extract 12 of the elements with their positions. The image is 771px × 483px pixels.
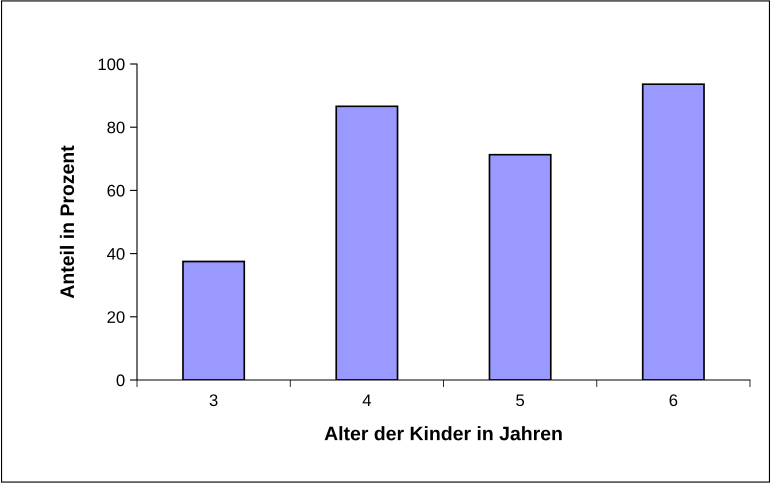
x-axis-title: Alter der Kinder in Jahren [324, 426, 562, 440]
x-tick-label: 4 [362, 394, 372, 406]
y-tick-label: 100 [98, 58, 125, 70]
y-tick-label: 80 [107, 122, 125, 134]
x-tick-label: 5 [516, 394, 524, 406]
y-tick-label: 40 [107, 248, 125, 260]
y-tick-label: 20 [107, 311, 125, 324]
y-tick-label: 60 [108, 184, 125, 197]
x-tick-label: 6 [670, 394, 678, 406]
x-tick-label: 3 [210, 394, 218, 406]
y-axis-title: Anteil in Prozent [60, 146, 74, 298]
y-tick-label: 0 [116, 374, 125, 386]
